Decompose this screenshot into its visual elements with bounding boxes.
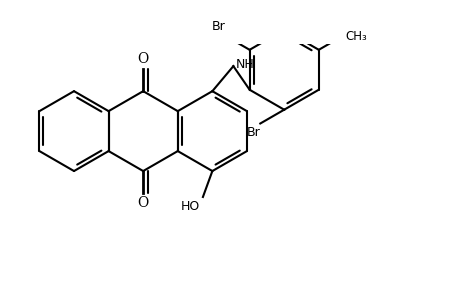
Text: O: O [138,53,149,66]
Text: Br: Br [212,20,226,33]
Text: CH₃: CH₃ [346,30,367,43]
Text: Br: Br [246,126,260,139]
Text: O: O [138,196,149,210]
Text: NH: NH [236,58,254,71]
Text: HO: HO [181,200,200,213]
